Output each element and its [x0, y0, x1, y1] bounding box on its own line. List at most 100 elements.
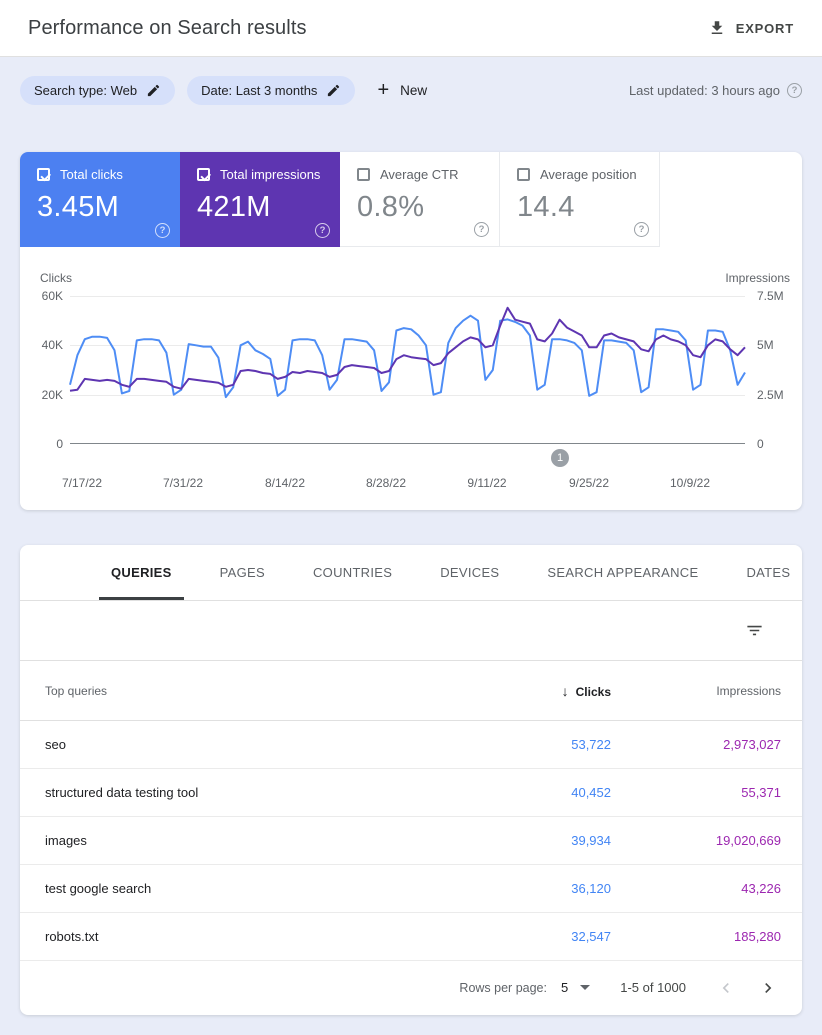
- x-axis-baseline: [70, 443, 745, 444]
- metric-value: 14.4: [517, 191, 575, 223]
- impressions-cell: 55,371: [741, 785, 781, 800]
- tab-label: PAGES: [219, 565, 265, 580]
- impressions-cell: 2,973,027: [723, 737, 781, 752]
- column-header-clicks[interactable]: ↓ Clicks: [461, 683, 611, 699]
- metric-card-average-ctr[interactable]: Average CTR 0.8% ?: [340, 152, 500, 247]
- table-row[interactable]: images 39,934 19,020,669: [20, 817, 802, 865]
- metric-label: Total impressions: [220, 167, 321, 182]
- filter-list-icon: [747, 625, 762, 636]
- query-cell[interactable]: images: [45, 833, 87, 848]
- checkbox-unchecked-icon[interactable]: [357, 168, 370, 181]
- x-axis-tick: 9/25/22: [568, 476, 610, 490]
- filter-bar: Search type: Web Date: Last 3 months + N…: [0, 57, 822, 123]
- left-axis-tick: 0: [56, 437, 63, 451]
- tab-label: SEARCH APPEARANCE: [547, 565, 699, 580]
- previous-page-button[interactable]: [716, 978, 736, 998]
- clicks-cell: 53,722: [571, 737, 611, 752]
- dimensions-table-card: QUERIES PAGES COUNTRIES DEVICES SEARCH A…: [20, 545, 802, 1015]
- x-axis-tick: 7/17/22: [61, 476, 103, 490]
- clicks-cell: 40,452: [571, 785, 611, 800]
- dropdown-caret-icon[interactable]: [580, 985, 591, 990]
- right-axis-tick: 7.5M: [757, 289, 784, 303]
- filter-table-button[interactable]: [745, 621, 764, 640]
- table-row[interactable]: seo 53,722 2,973,027: [20, 721, 802, 769]
- query-cell[interactable]: test google search: [45, 881, 152, 896]
- date-filter-chip[interactable]: Date: Last 3 months: [187, 75, 356, 105]
- table-row[interactable]: robots.txt 32,547 185,280: [20, 913, 802, 961]
- help-icon[interactable]: ?: [155, 223, 170, 238]
- pencil-icon: [147, 84, 160, 96]
- query-cell[interactable]: structured data testing tool: [45, 785, 199, 800]
- help-icon[interactable]: ?: [634, 222, 649, 237]
- column-header-label: Clicks: [575, 684, 611, 699]
- page-title: Performance on Search results: [28, 16, 307, 39]
- gridline: [70, 345, 745, 346]
- help-icon[interactable]: ?: [787, 82, 802, 98]
- chevron-left-icon: [722, 982, 729, 993]
- clicks-cell: 32,547: [571, 929, 611, 944]
- query-cell[interactable]: seo: [45, 737, 66, 752]
- table-row[interactable]: structured data testing tool 40,452 55,3…: [20, 769, 802, 817]
- table-row[interactable]: test google search 36,120 43,226: [20, 865, 802, 913]
- clicks-cell: 36,120: [571, 881, 611, 896]
- chevron-right-icon: [765, 982, 772, 993]
- x-axis-tick: 7/31/22: [162, 476, 204, 490]
- gridline: [70, 296, 745, 297]
- checkbox-checked-icon[interactable]: [37, 168, 50, 181]
- x-axis-tick: 8/28/22: [365, 476, 407, 490]
- right-axis-tick: 2.5M: [757, 388, 784, 402]
- next-page-button[interactable]: [758, 978, 778, 998]
- right-axis-tick: 5M: [757, 338, 774, 352]
- tab-search-appearance[interactable]: SEARCH APPEARANCE: [523, 545, 722, 600]
- rows-per-page-label: Rows per page:: [459, 980, 547, 995]
- help-icon[interactable]: ?: [315, 223, 330, 238]
- column-header-impressions[interactable]: Impressions: [716, 683, 781, 698]
- performance-chart-card: Total clicks 3.45M ? Total impressions 4…: [20, 152, 802, 510]
- tab-queries[interactable]: QUERIES: [87, 545, 196, 600]
- pagination-range: 1-5 of 1000: [620, 980, 686, 995]
- metric-card-total-impressions[interactable]: Total impressions 421M ?: [180, 152, 340, 247]
- metric-card-total-clicks[interactable]: Total clicks 3.45M ?: [20, 152, 180, 247]
- last-updated-text: Last updated: 3 hours ago: [628, 82, 780, 98]
- pencil-icon: [328, 84, 340, 96]
- metric-value: 3.45M: [37, 191, 120, 223]
- tab-devices[interactable]: DEVICES: [416, 545, 523, 600]
- tab-countries[interactable]: COUNTRIES: [289, 545, 416, 600]
- left-axis-tick: 20K: [41, 388, 63, 402]
- annotation-marker-1[interactable]: 1: [551, 449, 570, 467]
- metric-value: 0.8%: [357, 191, 425, 223]
- tab-pages[interactable]: PAGES: [196, 545, 289, 600]
- download-icon: [711, 21, 722, 34]
- impressions-cell: 185,280: [734, 929, 781, 944]
- metric-card-average-position[interactable]: Average position 14.4 ?: [500, 152, 660, 247]
- checkbox-checked-icon[interactable]: [197, 168, 210, 181]
- new-filter-button[interactable]: + New: [377, 80, 427, 100]
- right-axis-title: Impressions: [725, 271, 790, 285]
- table-header-row: Top queries ↓ Clicks Impressions: [20, 661, 802, 721]
- search-type-chip[interactable]: Search type: Web: [20, 75, 176, 105]
- export-button[interactable]: EXPORT: [708, 19, 794, 37]
- left-axis-tick: 60K: [41, 289, 63, 303]
- app-header: Performance on Search results EXPORT: [0, 0, 822, 57]
- x-axis-tick: 8/14/22: [264, 476, 306, 490]
- clicks-cell: 39,934: [571, 833, 611, 848]
- tab-label: DEVICES: [440, 565, 500, 580]
- column-header-top-queries[interactable]: Top queries: [45, 683, 108, 698]
- search-type-chip-label: Search type: Web: [34, 82, 138, 98]
- chart-plot-area[interactable]: 1: [70, 296, 745, 467]
- sort-desc-icon: ↓: [561, 682, 569, 699]
- checkbox-unchecked-icon[interactable]: [517, 168, 530, 181]
- query-cell[interactable]: robots.txt: [45, 929, 99, 944]
- left-axis-tick: 40K: [41, 338, 63, 352]
- tab-dates[interactable]: DATES: [722, 545, 802, 600]
- help-icon[interactable]: ?: [474, 222, 489, 237]
- metric-label: Average CTR: [380, 167, 459, 182]
- plus-icon: +: [377, 79, 390, 101]
- rows-per-page-select[interactable]: 5: [560, 980, 569, 995]
- metric-cards-row: Total clicks 3.45M ? Total impressions 4…: [20, 152, 802, 247]
- impressions-cell: 19,020,669: [715, 833, 781, 848]
- export-label: EXPORT: [735, 20, 794, 36]
- x-axis-tick: 9/11/22: [467, 476, 507, 490]
- metric-value: 421M: [197, 191, 271, 223]
- line-chart: [70, 296, 745, 444]
